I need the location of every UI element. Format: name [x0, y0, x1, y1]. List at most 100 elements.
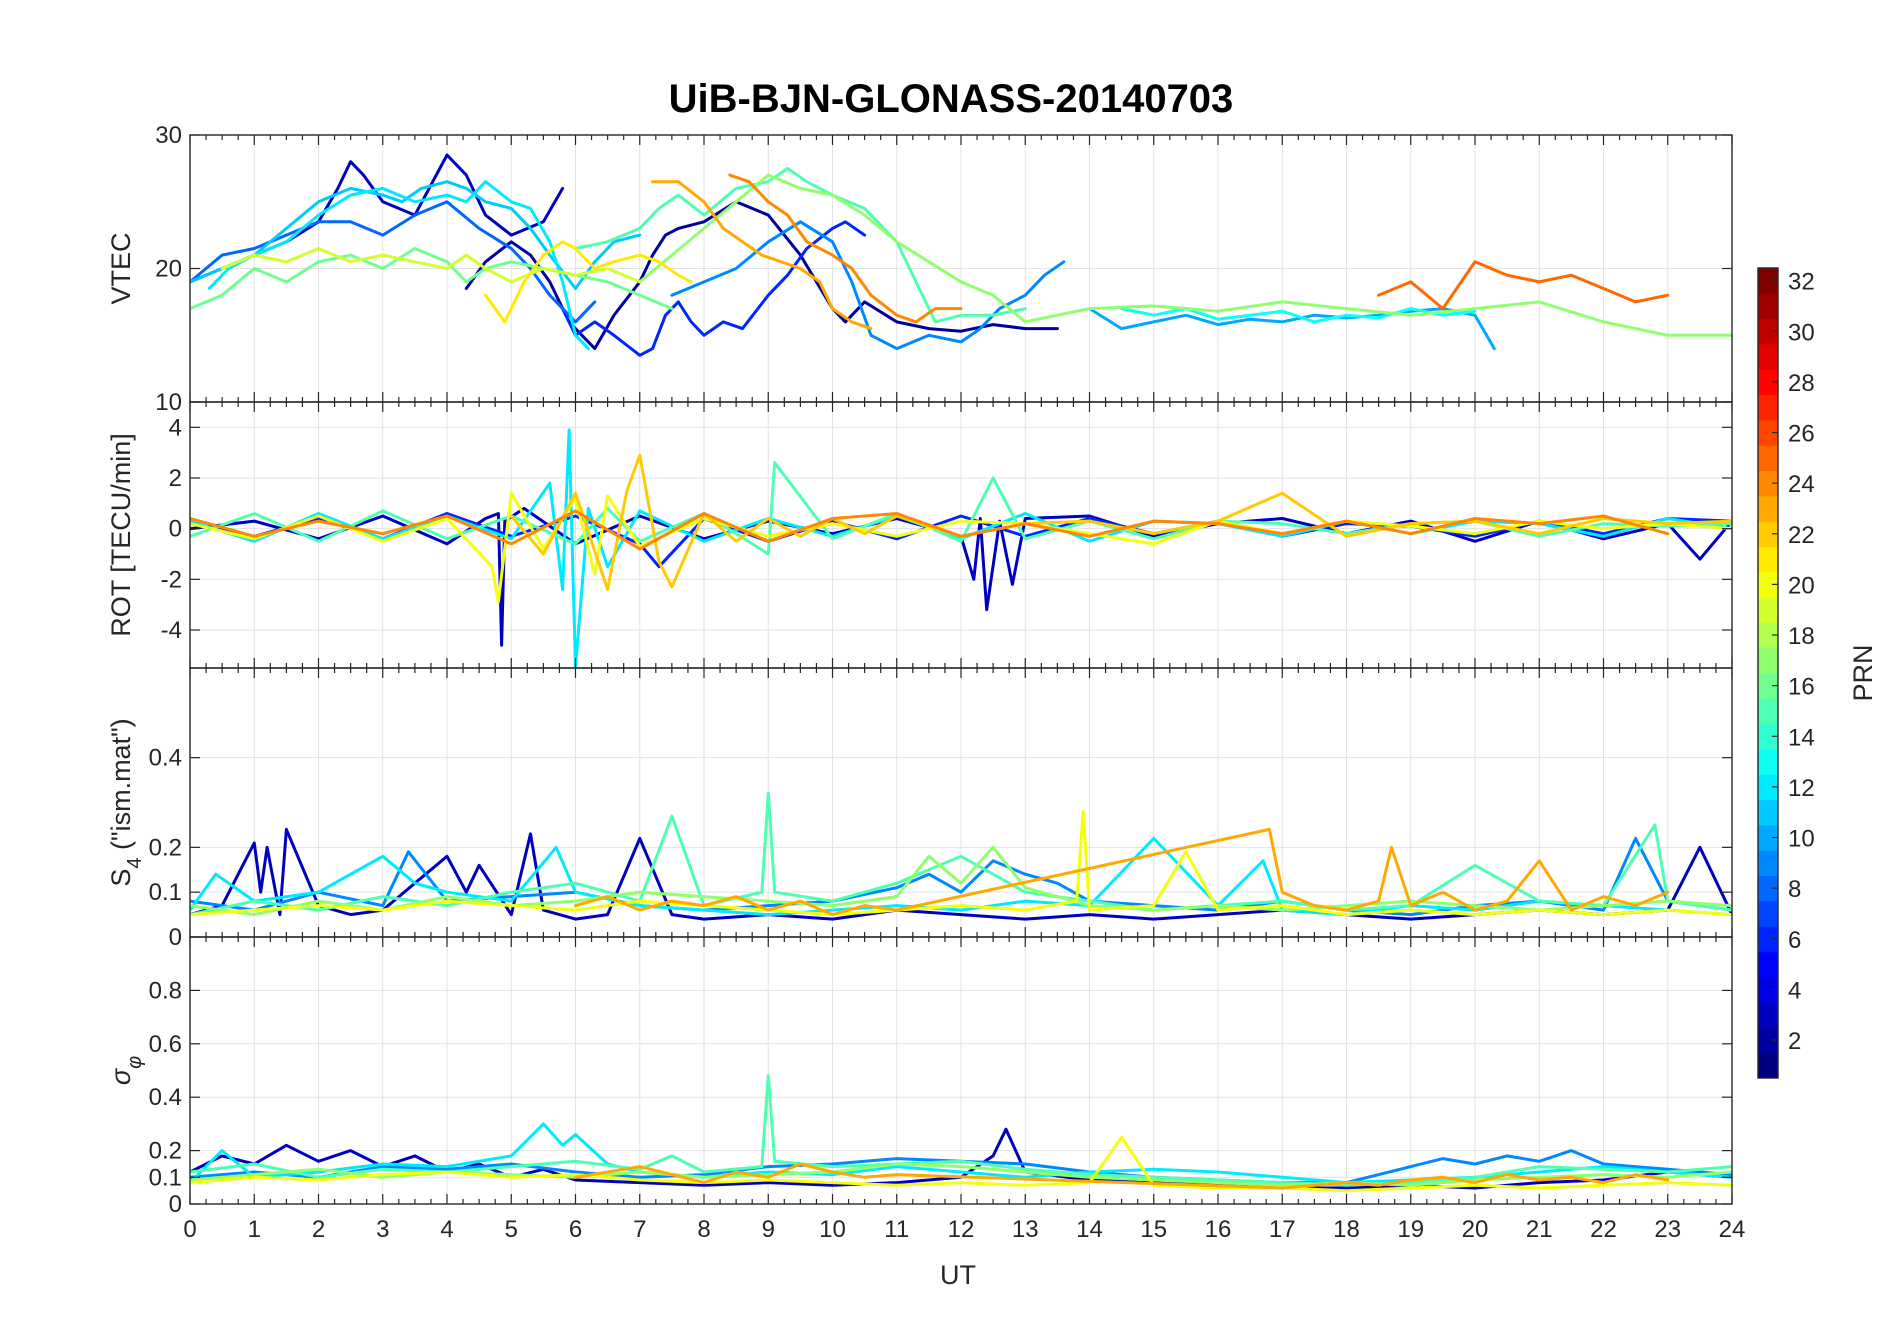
panel-rot: -4 -2 0 2 4 ROT [TECU/min] — [106, 401, 1733, 669]
series-prn-15 — [574, 166, 1027, 324]
x-tick-label: 15 — [1140, 1216, 1167, 1243]
colorbar-segment-21 — [1758, 546, 1778, 573]
colorbar-segment-6 — [1758, 926, 1778, 952]
x-tick-label: 23 — [1654, 1216, 1681, 1243]
colorbar-label: PRN — [1848, 644, 1878, 701]
series-prn-3 — [190, 1127, 1732, 1190]
colorbar-segment-20 — [1758, 571, 1778, 598]
colorbar-segment-16 — [1758, 673, 1778, 699]
colorbar-tick-label: 8 — [1788, 876, 1801, 903]
series-prn-21 — [484, 240, 693, 324]
colorbar-segment-18 — [1758, 622, 1778, 649]
y-axis-label-main: σ — [106, 1067, 136, 1085]
colorbar-segment-23 — [1758, 495, 1778, 522]
colorbar-segment-24 — [1758, 470, 1778, 497]
series-prn-11 — [190, 180, 642, 290]
series-group-rot — [190, 428, 1732, 668]
series-prn-3 — [190, 827, 1732, 921]
series-group-vtec — [190, 153, 1732, 357]
series-prn-23 — [651, 180, 873, 331]
series-prn-20 — [190, 810, 1732, 917]
y-tick-label: 4 — [169, 414, 182, 441]
series-prn-17 — [638, 173, 1732, 337]
y-tick-label: 0.1 — [149, 1164, 182, 1191]
colorbar-tick-label: 4 — [1788, 977, 1801, 1004]
colorbar-segment-2 — [1758, 1027, 1778, 1054]
series-prn-9 — [190, 1149, 1732, 1185]
y-axis-label-vtec: VTEC — [106, 232, 136, 304]
colorbar-segment-27 — [1758, 394, 1778, 421]
colorbar-tick-label: 26 — [1788, 421, 1815, 448]
y-tick-label: 0.4 — [149, 1084, 182, 1111]
colorbar-segment-10 — [1758, 824, 1778, 851]
y-tick-label: 20 — [155, 256, 182, 283]
chart-title: UiB-BJN-GLONASS-20140703 — [669, 77, 1234, 121]
x-tick-label: 13 — [1012, 1216, 1039, 1243]
colorbar-segment-28 — [1758, 369, 1778, 396]
colorbar-tick-label: 32 — [1788, 269, 1815, 296]
panel-s4: 00.10.20.4S4 ("ism.mat") — [106, 667, 1733, 951]
colorbar-segment-11 — [1758, 799, 1778, 826]
y-tick-label: 2 — [169, 465, 182, 492]
y-axis-label-tail: ("ism.mat") — [106, 718, 136, 857]
y-tick-label: 10 — [155, 389, 182, 416]
series-prn-23 — [574, 827, 1670, 917]
colorbar-tick-label: 6 — [1788, 927, 1801, 954]
x-tick-label: 12 — [948, 1216, 975, 1243]
series-prn-16 — [190, 247, 674, 311]
colorbar-segment-13 — [1758, 748, 1778, 775]
series-prn-24 — [190, 509, 1670, 551]
x-tick-label: 4 — [440, 1216, 453, 1243]
x-tick-label: 21 — [1526, 1216, 1553, 1243]
series-prn-17 — [190, 845, 1732, 917]
y-tick-label: -4 — [161, 617, 182, 644]
y-tick-label: 0 — [169, 1191, 182, 1218]
colorbar-segment-32 — [1758, 268, 1778, 294]
y-tick-label: 0.2 — [149, 834, 182, 861]
colorbar-tick-label: 24 — [1788, 471, 1815, 498]
x-tick-label: 14 — [1076, 1216, 1103, 1243]
y-tick-label: 0 — [169, 924, 182, 951]
colorbar-segment-3 — [1758, 1002, 1778, 1028]
series-prn-24 — [728, 173, 963, 324]
x-tick-label: 22 — [1590, 1216, 1617, 1243]
x-tick-label: 1 — [248, 1216, 261, 1243]
colorbar-segment-4 — [1758, 976, 1778, 1003]
series-prn-23 — [574, 1162, 1670, 1190]
x-tick-label: 8 — [697, 1216, 710, 1243]
series-prn-8 — [190, 200, 597, 324]
colorbar-tick-label: 16 — [1788, 674, 1815, 701]
series-prn-13 — [1120, 307, 1477, 324]
colorbar-tick-label: 20 — [1788, 572, 1815, 599]
y-tick-label: 0.6 — [149, 1031, 182, 1058]
y-tick-label: 0.8 — [149, 977, 182, 1004]
colorbar-segment-25 — [1758, 445, 1778, 471]
x-axis-label: UT — [940, 1260, 976, 1290]
y-tick-label: 0.4 — [149, 745, 182, 772]
series-prn-25 — [1377, 260, 1670, 311]
x-tick-label: 9 — [762, 1216, 775, 1243]
series-prn-22 — [509, 453, 1732, 591]
series-group-sigma — [190, 1074, 1732, 1193]
x-tick-label: 2 — [312, 1216, 325, 1243]
series-prn-20 — [190, 1135, 1732, 1193]
series-group-s4 — [190, 792, 1732, 921]
x-tick-label: 10 — [819, 1216, 846, 1243]
y-tick-label: 30 — [155, 122, 182, 149]
x-tick-label: 18 — [1333, 1216, 1360, 1243]
colorbar-segment-26 — [1758, 419, 1778, 446]
colorbar-tick-label: 28 — [1788, 370, 1815, 397]
colorbar-segment-17 — [1758, 647, 1778, 674]
y-tick-label: 0.2 — [149, 1138, 182, 1165]
y-axis-label-s4: S4 ("ism.mat") — [106, 718, 146, 886]
x-tick-label: 19 — [1397, 1216, 1424, 1243]
series-prn-12 — [190, 836, 1732, 917]
colorbar-tick-label: 22 — [1788, 522, 1815, 549]
colorbar-segment-31 — [1758, 293, 1778, 320]
x-tick-label: 3 — [376, 1216, 389, 1243]
x-tick-label: 17 — [1269, 1216, 1296, 1243]
